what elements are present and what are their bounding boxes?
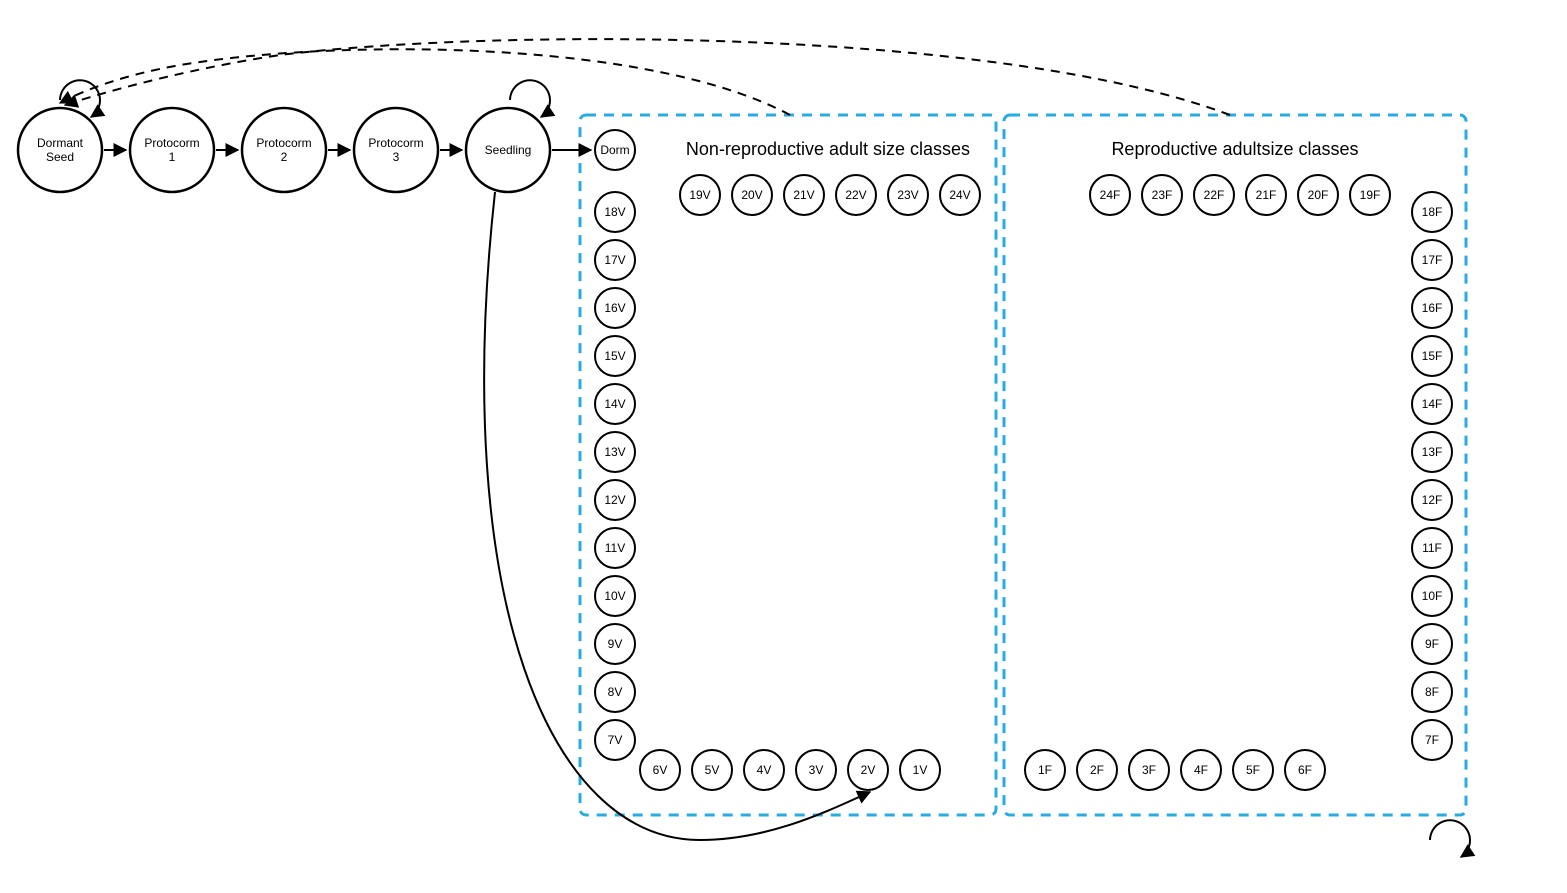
node-17v-label: 17V [604, 253, 625, 267]
nonrepro-title: Non-reproductive adult size classes [686, 139, 970, 159]
node-9f-label: 9F [1425, 637, 1439, 651]
node-18v-label: 18V [604, 205, 625, 219]
node-label-dormant-seed-0: Dormant [37, 136, 84, 150]
node-21f-label: 21F [1256, 188, 1277, 202]
node-label-protocorm-2-1: 2 [281, 150, 288, 164]
node-3v-label: 3V [809, 763, 824, 777]
node-4v-label: 4V [757, 763, 772, 777]
node-15v-label: 15V [604, 349, 625, 363]
node-22v-label: 22V [845, 188, 866, 202]
node-7v-label: 7V [608, 733, 623, 747]
node-12f-label: 12F [1422, 493, 1443, 507]
node-5f-label: 5F [1246, 763, 1260, 777]
node-24f-label: 24F [1100, 188, 1121, 202]
node-label-protocorm-1-0: Protocorm [144, 136, 199, 150]
d-repro-to-seed [65, 39, 1230, 115]
node-17f-label: 17F [1422, 253, 1443, 267]
node-23f-label: 23F [1152, 188, 1173, 202]
node-8f-label: 8F [1425, 685, 1439, 699]
c-seedling-to-2v [484, 192, 870, 840]
node-15f-label: 15F [1422, 349, 1443, 363]
node-7f-label: 7F [1425, 733, 1439, 747]
repro-title: Reproductive adultsize classes [1111, 139, 1358, 159]
node-10f-label: 10F [1422, 589, 1443, 603]
node-10v-label: 10V [604, 589, 625, 603]
node-1v-label: 1V [913, 763, 928, 777]
node-3f-label: 3F [1142, 763, 1156, 777]
node-label-dormant-seed-1: Seed [46, 150, 74, 164]
node-24v-label: 24V [949, 188, 970, 202]
node-4f-label: 4F [1194, 763, 1208, 777]
lifecycle-diagram: Non-reproductive adult size classes Repro… [0, 0, 1567, 893]
node-8v-label: 8V [608, 685, 623, 699]
node-5v-label: 5V [705, 763, 720, 777]
repro-panel [1004, 115, 1466, 815]
node-13v-label: 13V [604, 445, 625, 459]
node-label-protocorm-1-1: 1 [169, 150, 176, 164]
node-13f-label: 13F [1422, 445, 1443, 459]
node-label-dorm: Dorm [600, 143, 629, 157]
node-22f-label: 22F [1204, 188, 1225, 202]
nonrepro-panel [580, 115, 996, 815]
node-18f-label: 18F [1422, 205, 1443, 219]
node-2f-label: 2F [1090, 763, 1104, 777]
node-21v-label: 21V [793, 188, 814, 202]
loop-repro [1430, 820, 1470, 857]
node-19v-label: 19V [689, 188, 710, 202]
node-14f-label: 14F [1422, 397, 1443, 411]
node-16f-label: 16F [1422, 301, 1443, 315]
node-6v-label: 6V [653, 763, 668, 777]
node-label-protocorm-3-1: 3 [393, 150, 400, 164]
node-11v-label: 11V [605, 541, 625, 555]
node-12v-label: 12V [604, 493, 625, 507]
node-20v-label: 20V [741, 188, 762, 202]
node-label-protocorm-2-0: Protocorm [256, 136, 311, 150]
node-19f-label: 19F [1360, 188, 1381, 202]
node-1f-label: 1F [1038, 763, 1052, 777]
node-20f-label: 20F [1308, 188, 1329, 202]
node-11f-label: 11F [1422, 541, 1442, 555]
node-16v-label: 16V [604, 301, 625, 315]
node-2v-label: 2V [861, 763, 876, 777]
node-6f-label: 6F [1298, 763, 1312, 777]
node-23v-label: 23V [897, 188, 918, 202]
node-14v-label: 14V [604, 397, 625, 411]
node-label-seedling-0: Seedling [485, 143, 532, 157]
node-label-protocorm-3-0: Protocorm [368, 136, 423, 150]
node-9v-label: 9V [608, 637, 623, 651]
d-nonrepro-to-seed [60, 49, 790, 115]
